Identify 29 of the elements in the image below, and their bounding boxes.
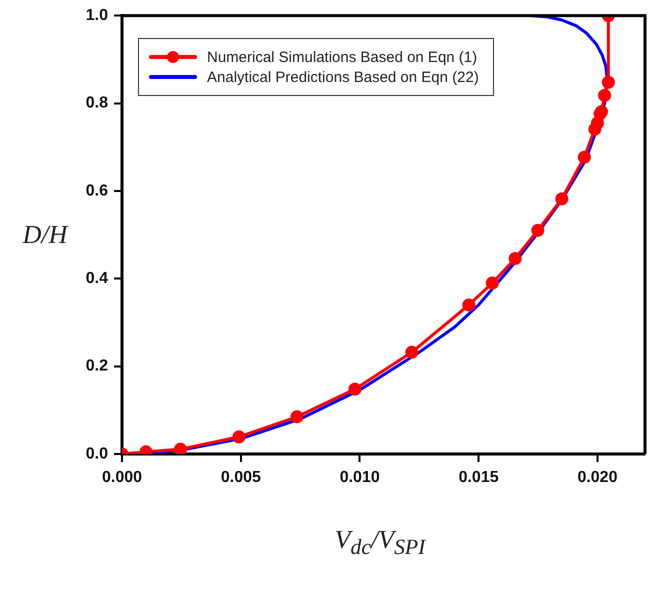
y-tick-label: 0.8 — [86, 94, 108, 112]
y-axis-title: D/H — [21, 220, 70, 250]
y-tick-label: 1.0 — [86, 7, 108, 24]
y-tick-label: 0.2 — [86, 358, 108, 375]
x-axis-title: V$_{dc}$/V$_{SPI}$ — [334, 525, 428, 560]
point — [555, 192, 568, 206]
y-tick-label: 0.6 — [86, 182, 108, 200]
x-tick-label: 0.005 — [220, 469, 261, 486]
y-tick-label: 0.0 — [86, 445, 108, 462]
x-tick-label: 0.010 — [340, 469, 380, 486]
point — [578, 150, 591, 164]
point — [531, 224, 544, 237]
legend-label: Analytical Predictions Based on Eqn (22) — [207, 68, 479, 86]
point — [486, 276, 499, 290]
point — [602, 76, 615, 89]
point — [590, 116, 604, 130]
legend-label: Numerical Simulations Based on Eqn (1) — [207, 48, 478, 66]
point — [405, 346, 418, 359]
x-tick-label: 0.020 — [577, 469, 618, 486]
x-tick-label: 0.015 — [458, 469, 499, 486]
y-tick-label: 0.4 — [86, 270, 108, 288]
point — [232, 430, 246, 444]
point — [508, 252, 522, 265]
point — [462, 298, 476, 312]
point — [174, 442, 187, 454]
x-tick-label: 0.000 — [102, 469, 142, 486]
point — [348, 382, 362, 396]
point — [598, 88, 612, 102]
point — [290, 410, 304, 424]
